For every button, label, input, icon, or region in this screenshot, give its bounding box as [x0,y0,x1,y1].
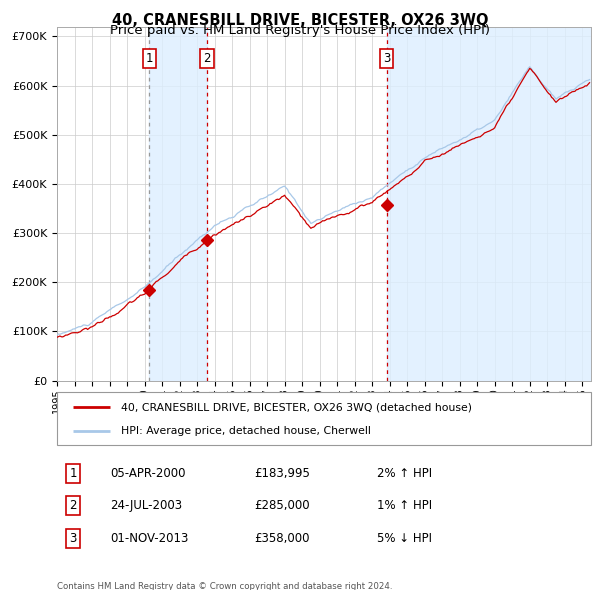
Text: Price paid vs. HM Land Registry's House Price Index (HPI): Price paid vs. HM Land Registry's House … [110,24,490,37]
Text: 05-APR-2000: 05-APR-2000 [110,467,186,480]
FancyBboxPatch shape [57,392,591,445]
Text: 40, CRANESBILL DRIVE, BICESTER, OX26 3WQ: 40, CRANESBILL DRIVE, BICESTER, OX26 3WQ [112,13,488,28]
Text: 24-JUL-2003: 24-JUL-2003 [110,499,182,512]
Bar [387,27,591,381]
Text: 40, CRANESBILL DRIVE, BICESTER, OX26 3WQ (detached house): 40, CRANESBILL DRIVE, BICESTER, OX26 3WQ… [121,402,472,412]
Text: 5% ↓ HPI: 5% ↓ HPI [377,532,433,545]
Text: 2: 2 [203,52,211,65]
Text: £183,995: £183,995 [254,467,310,480]
Text: 1: 1 [146,52,153,65]
Text: 3: 3 [70,532,77,545]
Bar [149,27,207,381]
Text: HPI: Average price, detached house, Cherwell: HPI: Average price, detached house, Cher… [121,425,371,435]
Text: 2: 2 [69,499,77,512]
Text: £285,000: £285,000 [254,499,310,512]
Text: 2% ↑ HPI: 2% ↑ HPI [377,467,433,480]
Text: 1% ↑ HPI: 1% ↑ HPI [377,499,433,512]
Text: 1: 1 [69,467,77,480]
Text: £358,000: £358,000 [254,532,310,545]
Text: Contains HM Land Registry data © Crown copyright and database right 2024.
This d: Contains HM Land Registry data © Crown c… [57,582,392,590]
Text: 01-NOV-2013: 01-NOV-2013 [110,532,189,545]
Text: 3: 3 [383,52,391,65]
